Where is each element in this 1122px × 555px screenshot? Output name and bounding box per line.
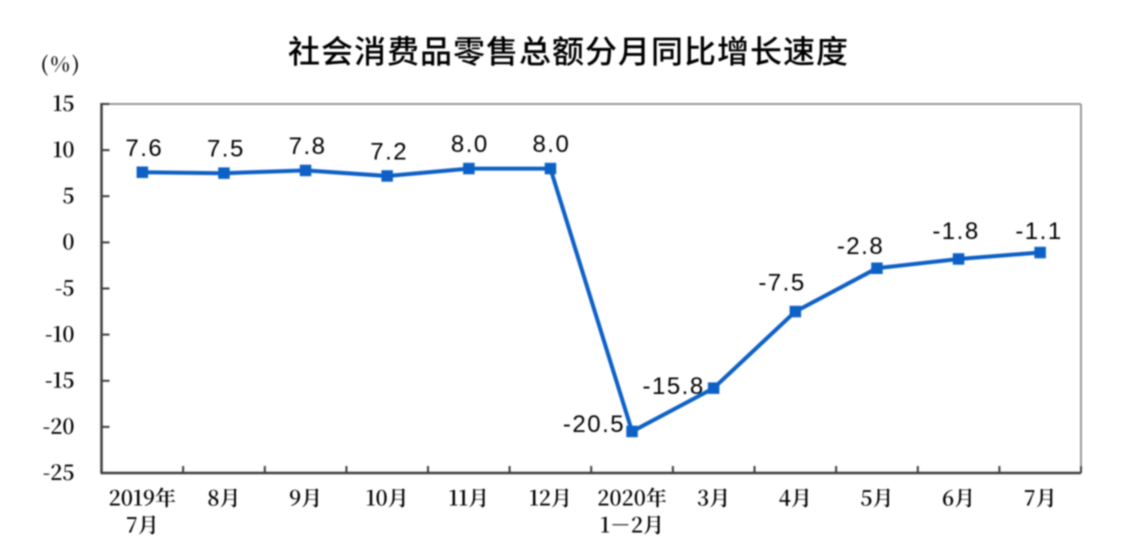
svg-text:7.5: 7.5 [207,136,245,163]
svg-text:8.0: 8.0 [451,131,489,158]
svg-text:7.6: 7.6 [125,135,163,162]
svg-text:-20.5: -20.5 [563,411,625,438]
svg-text:7.8: 7.8 [289,133,327,160]
svg-text:-2.8: -2.8 [837,233,884,260]
svg-text:-15.8: -15.8 [642,373,704,400]
svg-text:-1.8: -1.8 [932,218,979,245]
svg-text:8.0: 8.0 [532,131,570,158]
svg-text:7.2: 7.2 [370,139,408,166]
svg-text:-1.1: -1.1 [1015,218,1062,245]
svg-text:-7.5: -7.5 [758,270,805,297]
